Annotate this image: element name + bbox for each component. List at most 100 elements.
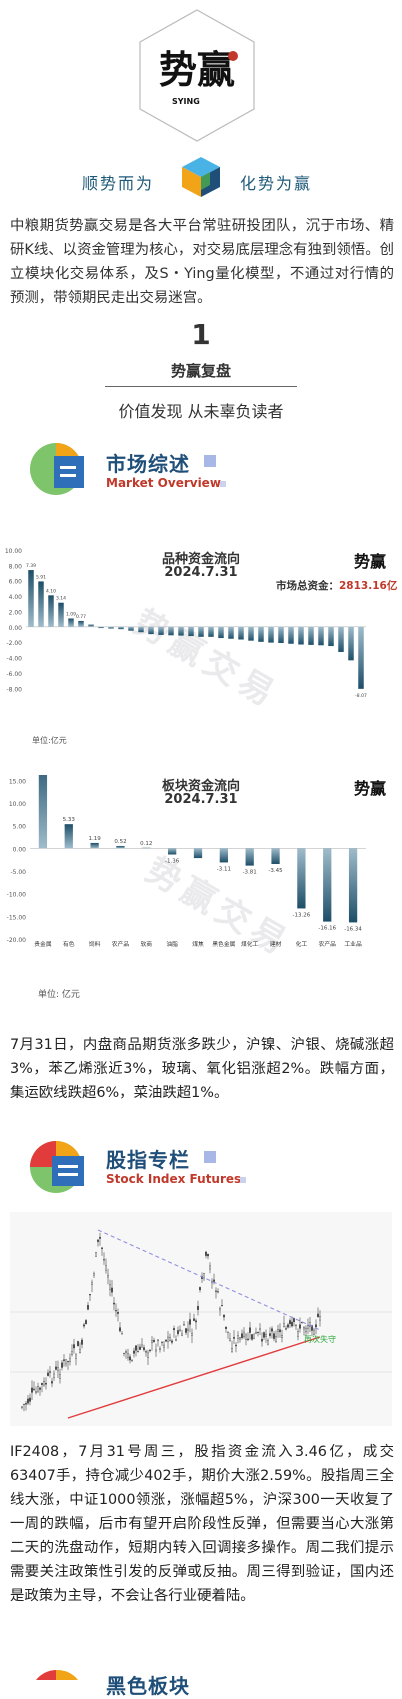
bar: [271, 848, 280, 864]
candle-body: [139, 1346, 141, 1350]
candle-body: [159, 1348, 161, 1351]
candle-body: [83, 1324, 85, 1327]
candle-body: [179, 1329, 181, 1331]
data-label: 5.91: [36, 574, 46, 580]
bar: [188, 626, 194, 637]
candle-body: [191, 1332, 193, 1336]
candle-body: [205, 1251, 207, 1256]
bar: [108, 626, 114, 629]
candle-body: [155, 1349, 157, 1352]
bar: [258, 626, 264, 642]
candle-body: [207, 1254, 209, 1257]
candle-body: [305, 1327, 307, 1333]
y-tick-label: 0.00: [9, 625, 23, 632]
candle-body: [87, 1305, 89, 1310]
category-label: 有色: [63, 940, 75, 948]
data-label: 3.14: [56, 596, 66, 602]
candle-body: [279, 1329, 281, 1333]
section-subtitle: 价值发现 从未辜负读者: [118, 402, 284, 421]
candle-body: [49, 1371, 51, 1373]
candle-body: [71, 1351, 73, 1355]
y-tick-label: -6.00: [6, 671, 22, 678]
bar: [318, 626, 324, 646]
chart1-logo: 势赢: [354, 552, 387, 571]
candle-body: [101, 1247, 103, 1249]
next-section-title: 黑色板块: [106, 1674, 190, 1698]
candle-body: [257, 1331, 259, 1333]
candle-body: [317, 1313, 319, 1318]
candle-body: [177, 1330, 179, 1335]
candle-body: [161, 1341, 163, 1344]
candle-body: [281, 1334, 283, 1338]
candle-body: [189, 1319, 191, 1325]
candle-body: [173, 1328, 175, 1331]
candle-body: [129, 1356, 131, 1361]
stock-index-paragraph: IF2408，7月31号周三，股指资金流入3.46亿，成交63407手，持仓减少…: [10, 1444, 394, 1604]
candle-body: [93, 1273, 95, 1276]
bar: [168, 626, 174, 636]
candle-body: [291, 1321, 293, 1327]
y-tick-label: -5.00: [10, 869, 26, 876]
data-label: 7.39: [26, 563, 36, 569]
candle-body: [85, 1320, 87, 1325]
bar: [118, 626, 124, 630]
chart1-total-value: 2813.16亿: [339, 580, 398, 592]
candle-body: [285, 1328, 287, 1330]
bar: [78, 620, 84, 627]
stock-index-kline-chart: 再次失守: [10, 1212, 392, 1426]
data-label: -1.36: [165, 858, 180, 864]
bar: [288, 626, 294, 644]
candle-body: [141, 1344, 143, 1348]
candle-body: [107, 1274, 109, 1278]
bar: [208, 626, 214, 637]
resistance-trendline: [97, 1229, 321, 1331]
y-axis: 10.00 8.00 6.00 4.00 2.00 0.00 -2.00 -4.00 -6.00…: [5, 548, 22, 693]
category-label: 农产品: [112, 940, 130, 948]
candle-body: [283, 1323, 285, 1327]
candle-body: [235, 1344, 237, 1347]
y-axis: 25.0020.0015.0010.005.000.00-5.00-10.00-…: [7, 778, 27, 944]
category-label: 煤化工: [241, 940, 259, 948]
candle-body: [163, 1344, 165, 1348]
candle-body: [275, 1336, 277, 1342]
cube-logo-icon: [182, 157, 220, 197]
candle-body: [35, 1391, 37, 1393]
candle-body: [167, 1336, 169, 1342]
candle-body: [199, 1287, 201, 1291]
candle-body: [187, 1328, 189, 1331]
candle-body: [125, 1351, 127, 1354]
data-label: 0.52: [114, 839, 126, 845]
bar: [358, 626, 364, 689]
category-label: 油脂: [166, 940, 178, 948]
bar: [138, 626, 144, 633]
candle-body: [23, 1403, 25, 1405]
chart1-svg: 10.00 8.00 6.00 4.00 2.00 0.00 -2.00 -4.00 -6.00…: [5, 548, 367, 699]
bar: [219, 848, 228, 863]
data-label: 1.19: [88, 836, 101, 842]
candle-body: [97, 1239, 99, 1242]
candle-body: [95, 1252, 97, 1257]
chart1-total-label: 市场总资金：: [276, 580, 339, 592]
section-title: 势赢复盘: [170, 362, 231, 380]
candle-body: [113, 1302, 115, 1305]
candle-body: [55, 1366, 57, 1370]
candle-body: [263, 1332, 265, 1338]
candle-body: [81, 1339, 83, 1345]
category-label: 化工: [296, 940, 308, 948]
logo-text: 势赢: [159, 48, 235, 92]
candle-body: [89, 1293, 91, 1296]
candle-body: [37, 1386, 39, 1392]
bar: [142, 847, 151, 849]
candle-body: [131, 1359, 133, 1361]
candle-body: [299, 1324, 301, 1329]
candle-body: [183, 1324, 185, 1326]
candle-body: [219, 1307, 221, 1311]
bar: [278, 626, 284, 643]
candle-body: [137, 1351, 139, 1353]
y-tick-label: 0.00: [13, 846, 27, 853]
bar: [348, 626, 354, 661]
decor-square-small: [240, 1177, 246, 1183]
data-label: -16.34: [344, 926, 362, 932]
candle-body: [121, 1333, 123, 1335]
bar: [158, 626, 164, 635]
